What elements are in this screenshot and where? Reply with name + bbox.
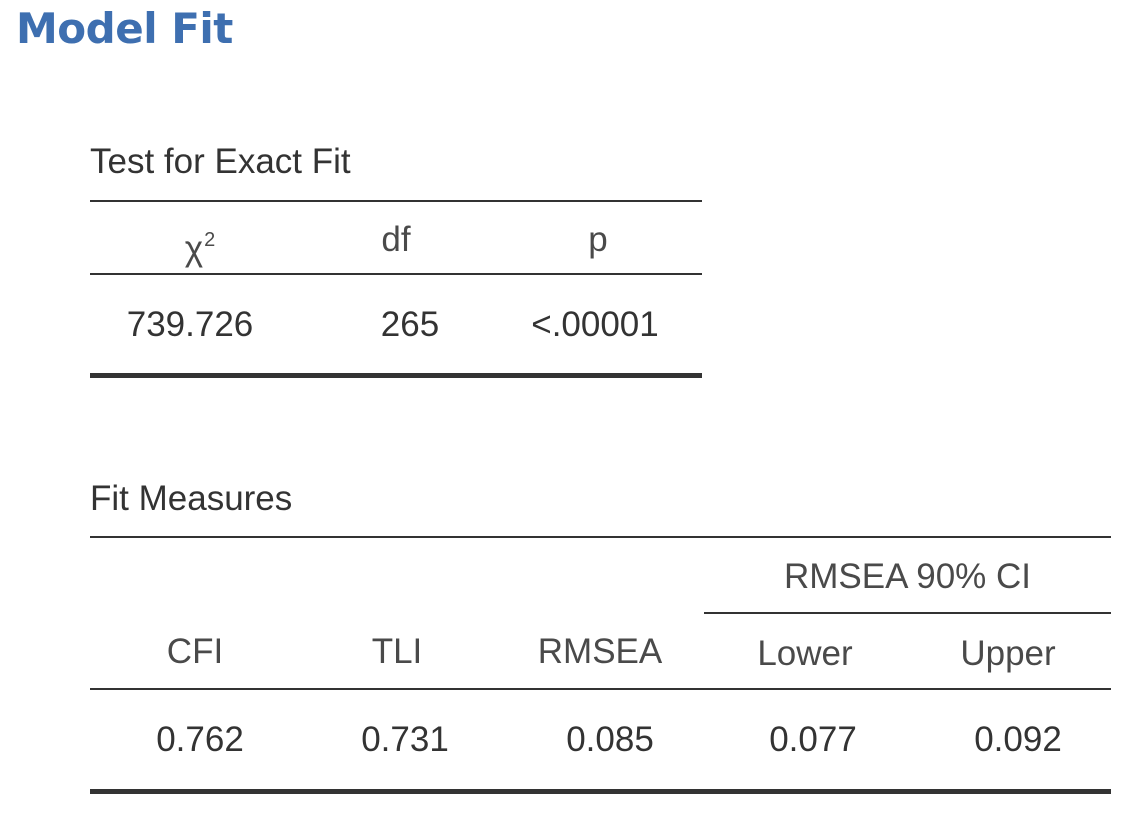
chi-superscript: 2 [204,229,216,251]
lower-header: Lower [757,634,853,673]
exact-fit-top-rule [90,200,702,202]
upper-header: Upper [960,634,1056,673]
chi-square-header: χ2 [150,220,250,269]
rmsea-value: 0.085 [566,720,654,759]
chi-square-value: 739.726 [126,305,254,344]
page-title: Model Fit [16,4,233,53]
tli-header: TLI [371,632,423,671]
p-header: p [588,220,608,259]
fit-measures-table-title: Fit Measures [90,479,293,518]
tli-value: 0.731 [361,720,449,759]
fit-measures-top-rule [90,536,1111,538]
fit-measures-bottom-rule [90,789,1111,794]
rmsea-header: RMSEA [537,632,663,671]
fit-measures-header-rule [90,688,1111,690]
upper-value: 0.092 [974,720,1062,759]
exact-fit-bottom-rule [90,373,702,378]
exact-fit-header-rule [90,273,702,275]
rmsea-ci-group-header: RMSEA 90% CI [783,557,1032,596]
cfi-header: CFI [166,632,224,671]
p-value: <.00001 [531,305,659,344]
df-header: df [381,220,411,259]
lower-value: 0.077 [769,720,857,759]
df-value: 265 [380,305,440,344]
cfi-value: 0.762 [156,720,244,759]
exact-fit-table-title: Test for Exact Fit [90,142,351,181]
chi-symbol: χ [184,229,204,268]
rmsea-ci-group-rule [704,612,1111,614]
